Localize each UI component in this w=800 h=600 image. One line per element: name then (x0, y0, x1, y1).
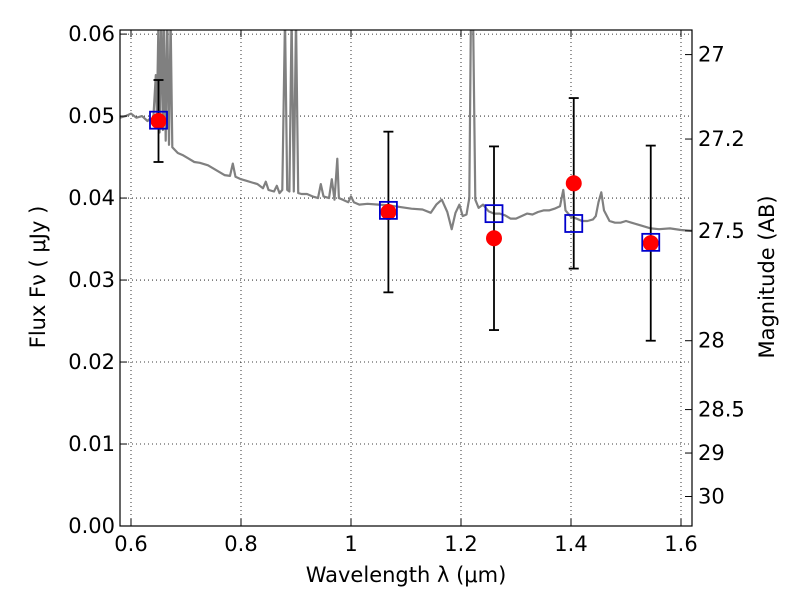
model-point (641, 232, 661, 252)
magnitude-tick-label: 27.5 (698, 219, 745, 243)
model-point (378, 200, 398, 220)
y-axis-label-left: Flux Fν ( μJy ) (26, 206, 50, 349)
magnitude-tick-label: 29 (698, 441, 725, 465)
x-tick-label: 1.2 (444, 532, 477, 556)
model-point (484, 204, 504, 224)
model-point (149, 110, 168, 130)
y-axis-label-right: Magnitude (AB) (755, 195, 779, 358)
magnitude-tick-label: 28.5 (698, 398, 745, 422)
x-tick-label: 0.8 (224, 532, 257, 556)
x-tick-label: 1 (344, 532, 357, 556)
x-tick-label: 1.4 (554, 532, 587, 556)
y-tick-label: 0.02 (68, 350, 115, 374)
magnitude-tick-label: 27.2 (698, 127, 745, 151)
plot-border (119, 29, 693, 527)
spectrum-line (120, 30, 692, 232)
model-point (564, 214, 584, 233)
observed-point (642, 235, 659, 252)
y-tick-label: 0.04 (68, 186, 115, 210)
axes-frame (119, 29, 693, 527)
y-tick-label: 0.00 (68, 514, 115, 538)
grid (120, 30, 692, 526)
observed-point (150, 113, 167, 130)
y-tick-label: 0.06 (68, 22, 115, 46)
observed-point (380, 204, 397, 221)
x-tick-label: 1.6 (664, 532, 697, 556)
observed-point (486, 230, 502, 247)
magnitude-tick-label: 27 (698, 43, 725, 67)
magnitude-tick-label: 28 (698, 329, 725, 353)
y-tick-label: 0.01 (68, 432, 115, 456)
axis-ticks: 0.6 0.8 1 1.2 1.4 1.6 0.00 0.01 0.02 0.03 0.04 0.05… (68, 22, 745, 556)
plot-area (120, 30, 692, 342)
x-axis-label: Wavelength λ (μm) (306, 563, 507, 587)
observed-point (565, 175, 582, 192)
x-tick-label: 0.6 (114, 532, 147, 556)
y-tick-label: 0.05 (68, 104, 115, 128)
y-tick-label: 0.03 (68, 268, 115, 292)
magnitude-tick-label: 30 (698, 484, 725, 508)
